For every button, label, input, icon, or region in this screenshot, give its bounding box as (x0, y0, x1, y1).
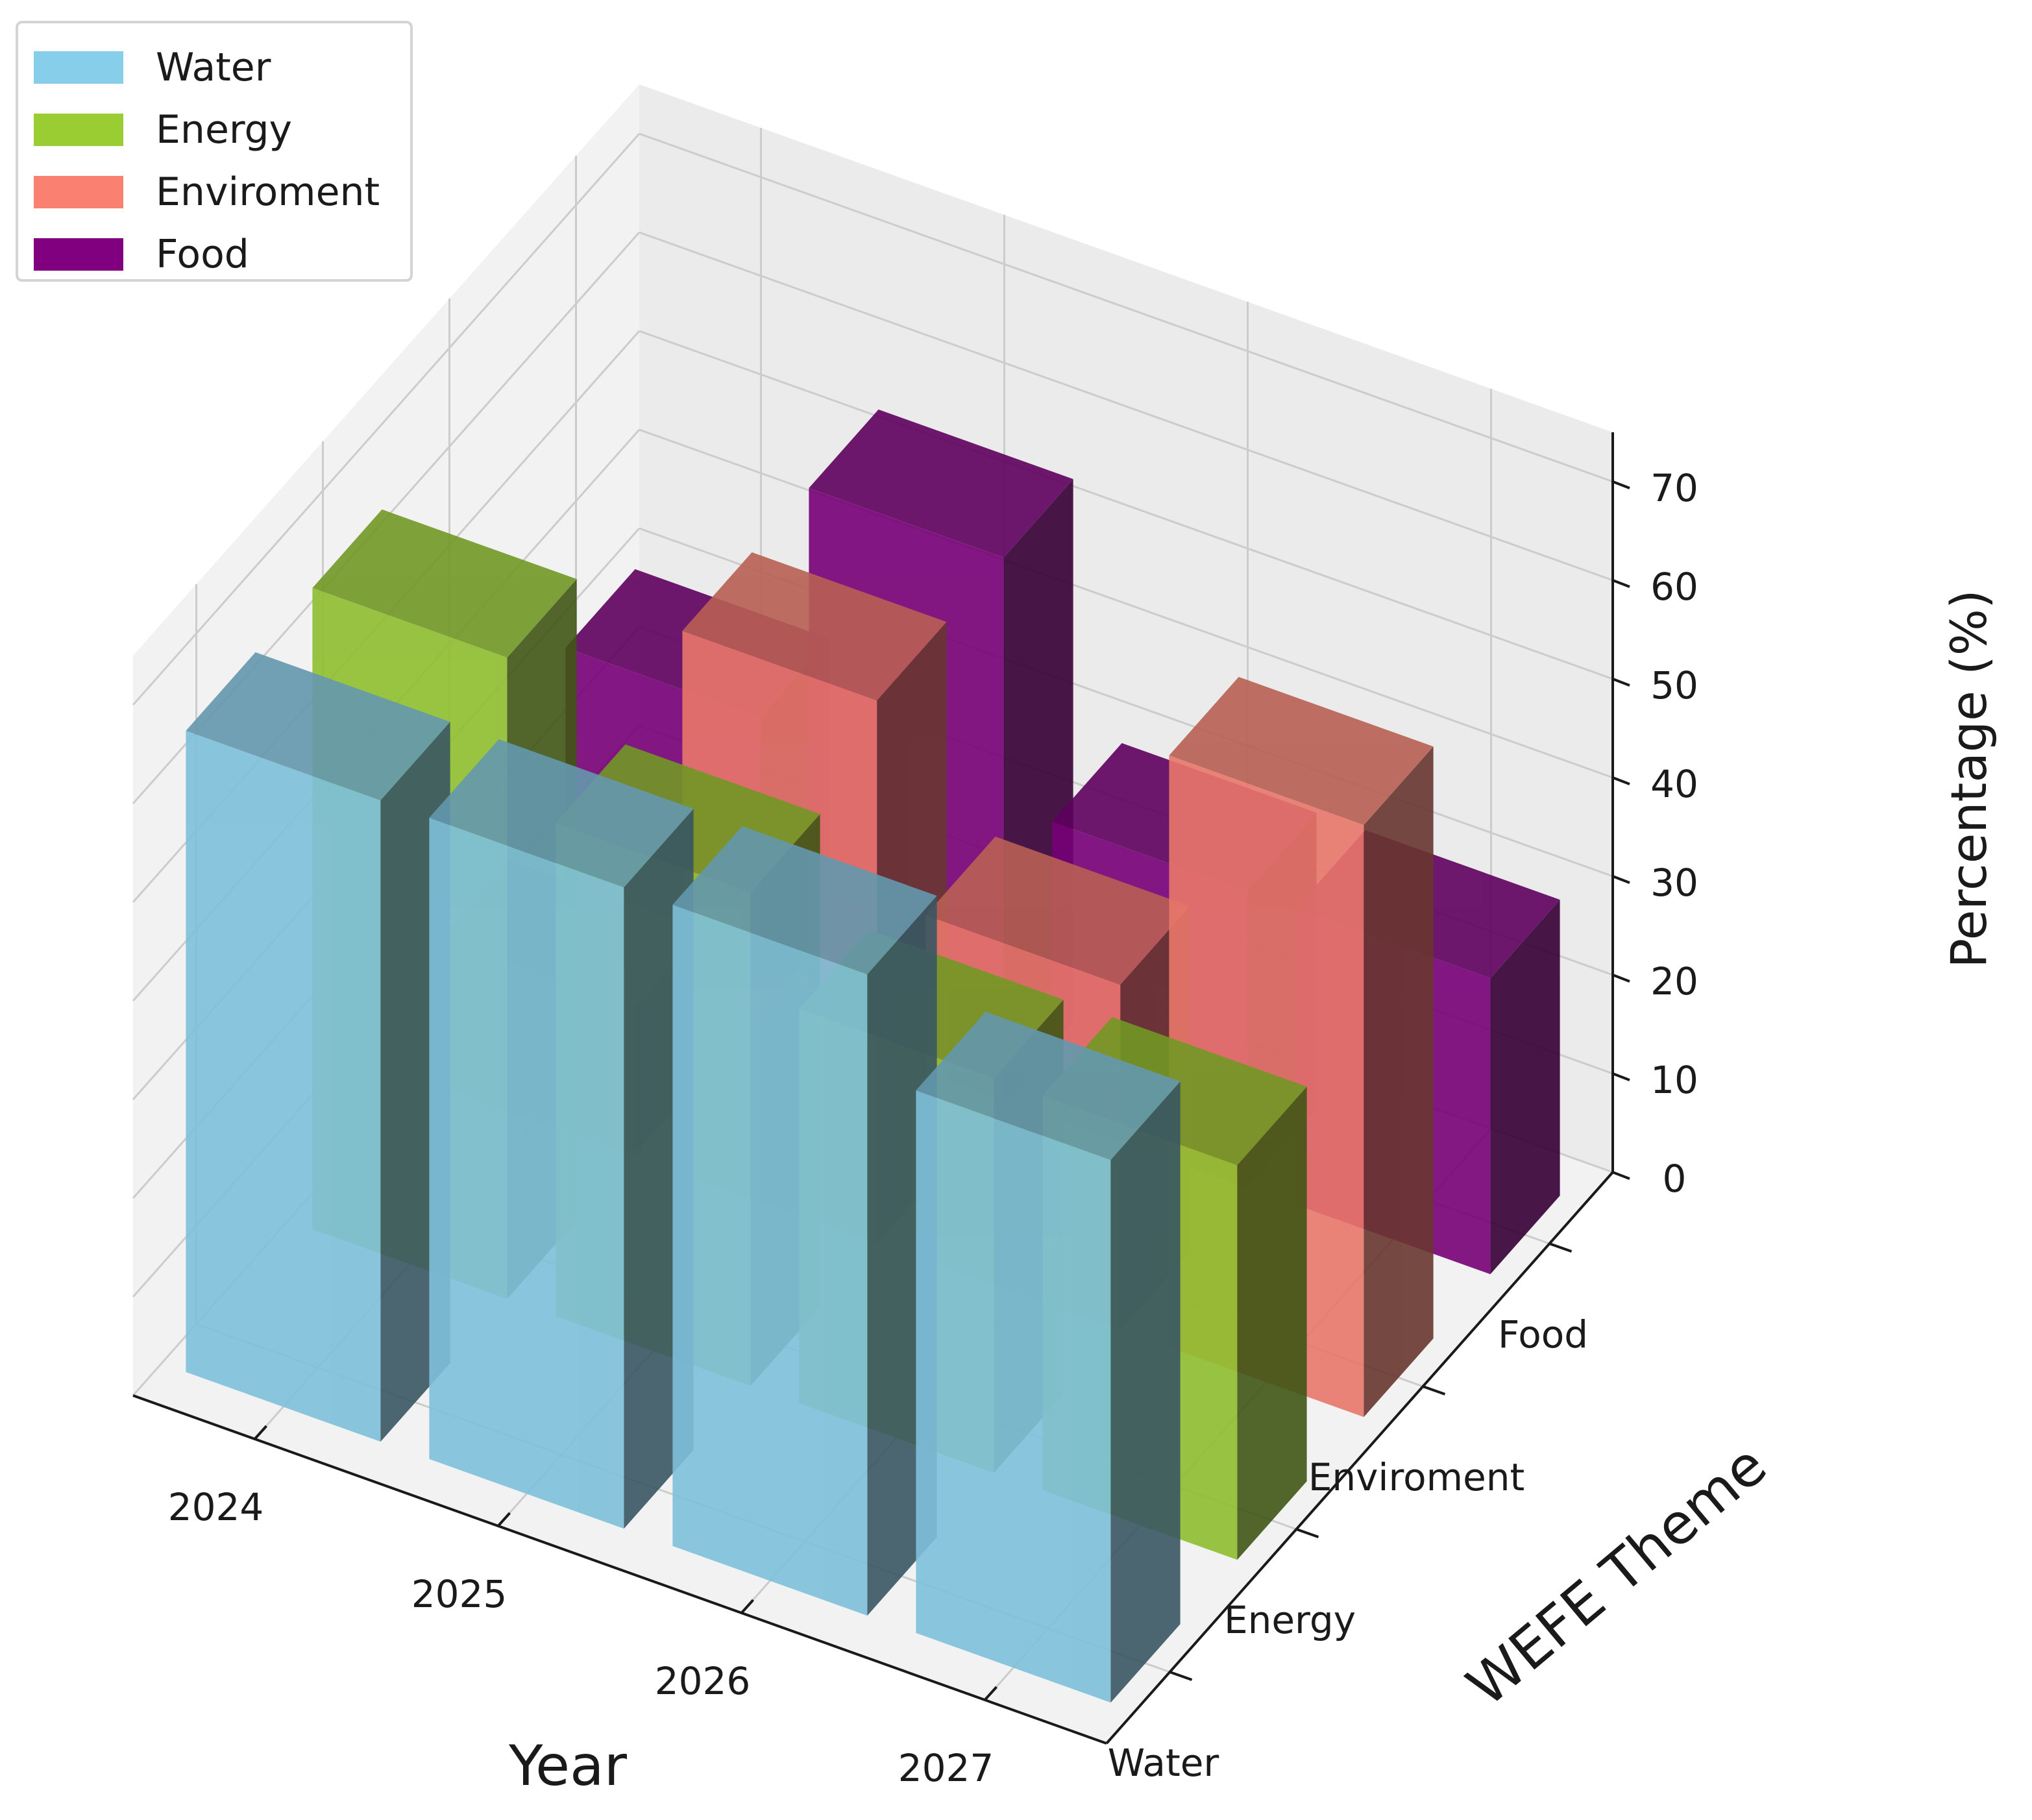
bar-top-face (429, 739, 694, 888)
grid-z-left (132, 133, 641, 706)
axis-lines (132, 432, 1614, 1745)
bar-top-face (186, 652, 450, 801)
z-axis-label: Percentage (%) (1940, 589, 1998, 968)
x-tick-2025: 2025 (411, 1572, 508, 1616)
bar-top-face (809, 409, 1073, 558)
legend-item-energy: Energy (34, 99, 410, 161)
z-tick-70: 70 (1650, 466, 1698, 510)
legend-label-water: Water (156, 45, 271, 90)
bar-water-2027 (916, 1011, 1181, 1703)
y-tick-water: Water (1108, 1741, 1219, 1785)
bars (186, 409, 1560, 1703)
x-tick-2027: 2027 (898, 1746, 994, 1790)
legend-label-energy: Energy (156, 107, 293, 153)
y-tick-energy: Energy (1224, 1598, 1356, 1642)
grid-z-back (639, 231, 1613, 582)
tick-mark (1612, 579, 1630, 588)
bar-side-face (1364, 746, 1434, 1418)
z-tick-20: 20 (1650, 959, 1698, 1003)
z-tick-60: 60 (1650, 565, 1698, 609)
z-tick-40: 40 (1650, 762, 1698, 806)
x-tick-2026: 2026 (655, 1659, 751, 1703)
tick-mark (1612, 974, 1630, 983)
tick-mark (254, 1425, 267, 1440)
x-axis-label: Year (508, 1734, 628, 1799)
legend-item-water: Water (34, 36, 410, 99)
legend-swatch-energy (34, 114, 123, 146)
bar-front-face (672, 904, 868, 1616)
bar-side-face (1237, 1087, 1307, 1560)
z-tick-0: 0 (1663, 1157, 1687, 1201)
tick-mark (984, 1686, 998, 1701)
y-axis-line (1105, 1171, 1614, 1745)
bar-top-face (925, 836, 1190, 985)
legend: Water Energy Enviroment Food (16, 21, 413, 282)
tick-mark (1612, 1072, 1630, 1081)
bar-top-face (682, 552, 947, 701)
bar-top-face (672, 826, 937, 975)
bar-side-face (1110, 1081, 1181, 1703)
legend-swatch-water (34, 51, 123, 84)
bar-top-face (312, 509, 577, 658)
bar-water-2026 (672, 826, 937, 1616)
tick-mark (741, 1599, 754, 1614)
bar-front-face (186, 730, 381, 1442)
tick-mark (1612, 480, 1630, 489)
z-tick-30: 30 (1650, 861, 1698, 905)
bar-front-face (429, 817, 624, 1529)
bar-top-face (916, 1011, 1181, 1161)
tick-mark (1612, 776, 1630, 785)
legend-swatch-enviroment (34, 176, 123, 208)
tick-mark (1422, 1385, 1446, 1396)
tick-mark (1612, 678, 1630, 687)
legend-item-food: Food (34, 223, 410, 286)
tick-mark (497, 1512, 511, 1527)
legend-item-enviroment: Enviroment (34, 161, 410, 223)
grid-z-back (639, 428, 1613, 779)
z-tick-50: 50 (1650, 663, 1698, 707)
y-tick-food: Food (1498, 1312, 1588, 1357)
y-tick-enviroment: Enviroment (1308, 1455, 1525, 1499)
tick-mark (1295, 1528, 1319, 1538)
x-axis-line (132, 1394, 1107, 1745)
legend-swatch-food (34, 238, 123, 271)
tick-mark (1612, 875, 1630, 884)
x-tick-2024: 2024 (168, 1485, 264, 1529)
legend-label-food: Food (156, 232, 249, 277)
bar-water-2025 (429, 739, 694, 1529)
tick-mark (1169, 1671, 1193, 1681)
grid-z-back (639, 330, 1613, 680)
legend-label-enviroment: Enviroment (156, 169, 380, 215)
bar-top-face (1169, 676, 1434, 826)
bar-water-2024 (186, 652, 450, 1442)
tick-labels: 2024 2025 2026 2027 Water Energy Enviroment Foo… (168, 466, 1698, 1790)
bar-side-face (1490, 900, 1560, 1275)
grid-z-back (639, 132, 1613, 483)
tick-mark (1612, 1171, 1630, 1180)
z-tick-10: 10 (1650, 1058, 1698, 1102)
tick-mark (1548, 1242, 1573, 1253)
bar-front-face (916, 1090, 1111, 1703)
